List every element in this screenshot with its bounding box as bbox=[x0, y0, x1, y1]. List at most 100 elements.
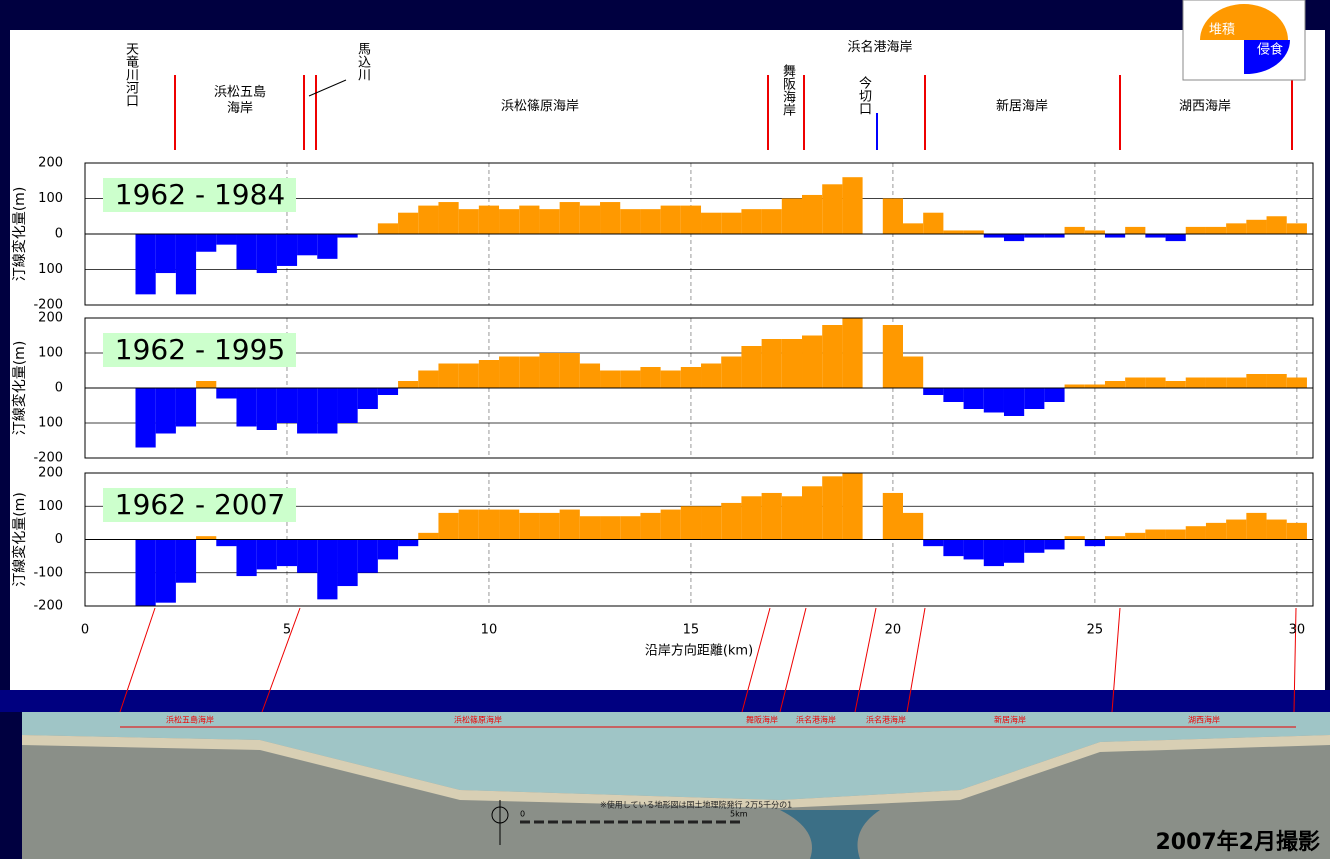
bar bbox=[600, 370, 621, 388]
x-tick-label: 25 bbox=[1087, 623, 1104, 638]
bar bbox=[600, 202, 621, 234]
plot-frame bbox=[84, 317, 1314, 459]
y-tick-label: 100 bbox=[38, 262, 63, 277]
bar bbox=[1286, 522, 1307, 540]
bar bbox=[276, 234, 298, 266]
y-tick-label: 0 bbox=[55, 227, 63, 242]
title-box bbox=[103, 488, 296, 522]
bar bbox=[256, 388, 277, 430]
bar bbox=[761, 492, 782, 540]
chart-title: 1962 - 1995 bbox=[115, 333, 285, 366]
bar bbox=[1226, 223, 1247, 234]
bar bbox=[1185, 226, 1206, 234]
chart: -200 100 0 100 200 汀線変化量(m) 1962 - 1984 bbox=[11, 156, 1314, 313]
bar bbox=[902, 512, 924, 540]
bar bbox=[519, 512, 540, 540]
bar bbox=[701, 212, 722, 234]
bar bbox=[882, 325, 903, 388]
bar bbox=[1226, 519, 1247, 540]
bar bbox=[983, 234, 1004, 238]
section-lines bbox=[174, 75, 1293, 150]
pointer bbox=[308, 79, 347, 97]
bar bbox=[701, 506, 722, 540]
bar bbox=[337, 388, 358, 423]
bar bbox=[1205, 522, 1227, 540]
bar bbox=[317, 234, 338, 259]
plot-frame bbox=[84, 162, 1314, 306]
bar bbox=[297, 388, 318, 434]
bar bbox=[1205, 226, 1227, 234]
bar bbox=[943, 388, 964, 402]
bar bbox=[761, 209, 782, 234]
bar bbox=[983, 539, 1004, 567]
bar bbox=[680, 205, 702, 234]
chart: -200 100 0 100 200 汀線変化量(m) 1962 - 1995 bbox=[11, 311, 1314, 466]
bar bbox=[781, 496, 803, 540]
bar bbox=[1165, 529, 1186, 540]
bar bbox=[337, 234, 358, 238]
y-tick-label: 200 bbox=[38, 156, 63, 171]
x-tick-label: 10 bbox=[481, 623, 498, 638]
bar bbox=[196, 381, 217, 388]
bar bbox=[438, 363, 459, 388]
bar bbox=[196, 234, 217, 252]
bar bbox=[297, 539, 318, 573]
chart-title: 1962 - 1984 bbox=[115, 178, 285, 211]
bar bbox=[680, 506, 702, 540]
bar bbox=[963, 539, 984, 560]
bar bbox=[1064, 384, 1085, 388]
bar bbox=[519, 205, 540, 234]
bar bbox=[1064, 536, 1085, 540]
bar bbox=[276, 539, 298, 567]
bar bbox=[1145, 234, 1166, 238]
bar bbox=[337, 539, 358, 587]
bar bbox=[1125, 377, 1146, 388]
y-tick-label: 200 bbox=[38, 311, 63, 326]
x-tick-label: 20 bbox=[885, 623, 902, 638]
bar bbox=[175, 234, 197, 295]
bar bbox=[620, 516, 641, 540]
bar bbox=[802, 335, 823, 388]
bar bbox=[822, 325, 843, 388]
bar bbox=[1084, 384, 1105, 388]
scale-label: 0 bbox=[520, 810, 525, 819]
y-tick-label: 100 bbox=[38, 191, 63, 206]
bar bbox=[1165, 234, 1186, 242]
bar bbox=[1246, 374, 1267, 388]
bar bbox=[377, 539, 399, 560]
bar bbox=[1145, 377, 1166, 388]
bar bbox=[1266, 519, 1287, 540]
bar bbox=[802, 194, 823, 234]
bar bbox=[418, 370, 439, 388]
bar bbox=[458, 363, 479, 388]
bar bbox=[398, 212, 419, 234]
y-tick-label: -100 bbox=[33, 565, 63, 580]
bar bbox=[297, 234, 318, 256]
bar bbox=[923, 539, 944, 547]
bar bbox=[519, 356, 540, 388]
bar bbox=[236, 539, 257, 577]
connector-lines bbox=[119, 607, 1297, 728]
section-label: 今切口 bbox=[856, 76, 871, 115]
bar bbox=[236, 388, 257, 427]
bar bbox=[1104, 381, 1126, 388]
bar bbox=[418, 205, 439, 234]
section-label: 湖西海岸 bbox=[1178, 99, 1231, 114]
bar bbox=[579, 363, 601, 388]
bar bbox=[802, 486, 823, 540]
bar bbox=[499, 509, 520, 540]
chart: -200 -100 0 100 200 汀線変化量(m) 1962 - 2007 0 5 10 15… bbox=[11, 466, 1314, 659]
photo-sea bbox=[22, 712, 1330, 800]
bar bbox=[438, 512, 459, 540]
bar bbox=[1024, 388, 1045, 409]
bar bbox=[620, 209, 641, 234]
bar bbox=[438, 202, 459, 234]
bar bbox=[418, 532, 439, 540]
bar bbox=[458, 509, 479, 540]
bar bbox=[216, 539, 237, 547]
bar bbox=[741, 209, 762, 234]
y-tick-label: 200 bbox=[38, 466, 63, 481]
bar bbox=[196, 536, 217, 540]
bar bbox=[317, 388, 338, 434]
